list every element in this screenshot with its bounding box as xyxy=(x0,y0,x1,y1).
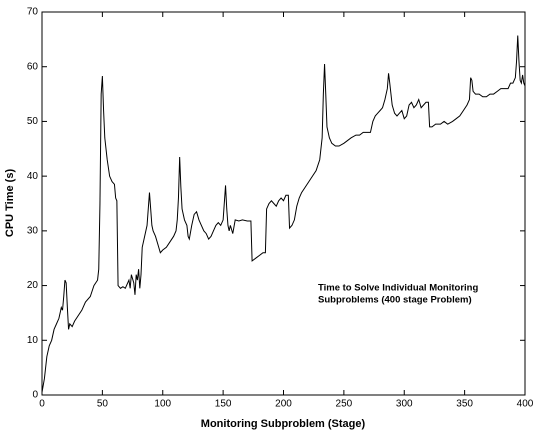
y-tick-label: 0 xyxy=(32,390,38,401)
y-axis-label: CPU Time (s) xyxy=(4,169,16,238)
x-tick-label: 300 xyxy=(396,399,413,410)
x-tick-label: 250 xyxy=(336,399,353,410)
y-tick-label: 60 xyxy=(27,61,39,72)
annotation: Time to Solve Individual Monitoring xyxy=(318,283,478,294)
y-tick-label: 10 xyxy=(27,335,39,346)
x-tick-label: 0 xyxy=(39,399,45,410)
y-tick-label: 30 xyxy=(27,225,39,236)
y-tick-label: 70 xyxy=(27,7,39,18)
x-tick-label: 400 xyxy=(517,399,534,410)
line xyxy=(41,35,526,393)
y-tick-label: 50 xyxy=(27,116,39,127)
annotation: Subproblems (400 stage Problem) xyxy=(318,295,472,306)
x-tick-label: 150 xyxy=(215,399,232,410)
plot-frame xyxy=(41,11,526,396)
x-tick-label: 350 xyxy=(456,399,473,410)
y-tick-label: 40 xyxy=(27,171,39,182)
x-tick-label: 50 xyxy=(97,399,109,410)
x-tick-label: 100 xyxy=(154,399,171,410)
y-tick-label: 20 xyxy=(27,280,39,291)
x-axis-label: Monitoring Subproblem (Stage) xyxy=(201,418,366,430)
x-tick-label: 200 xyxy=(275,399,292,410)
